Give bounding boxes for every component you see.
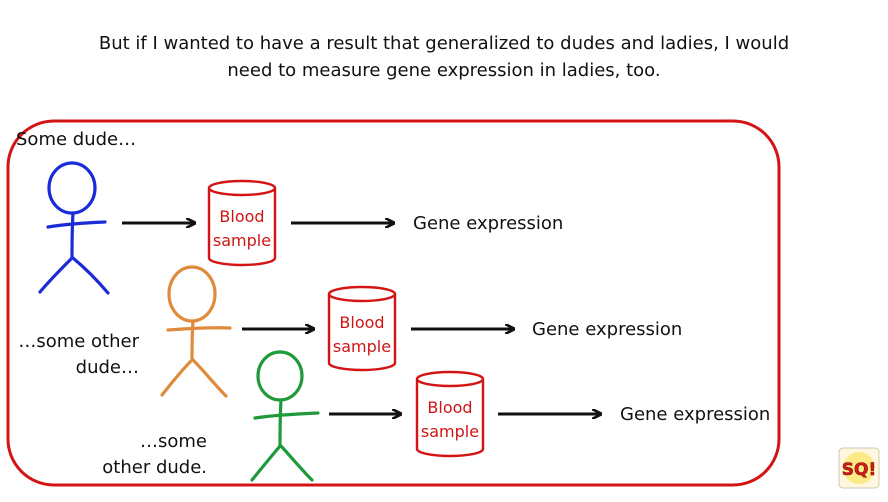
heading-line-2: need to measure gene expression in ladie… [227, 60, 661, 81]
label-some-other-dude-line2: dude… [75, 357, 139, 378]
blood-sample-cylinder-icon [327, 285, 397, 372]
label-some-other-dude: …some other dude… [14, 329, 139, 381]
statquest-logo-icon: SQ! [838, 447, 880, 489]
logo-text: SQ! [842, 460, 876, 480]
group-frame [6, 119, 781, 487]
sample-label-line2: sample [213, 231, 271, 250]
blood-sample-cylinder-icon [415, 370, 485, 458]
sample-label-line2: sample [421, 422, 479, 441]
gene-expression-label-3: Gene expression [620, 404, 770, 425]
stick-figure-blue-icon [38, 161, 110, 295]
sample-label-line1: Blood [219, 207, 264, 226]
blood-sample-cylinder-icon [207, 179, 277, 267]
label-other-dude: …some other dude. [96, 429, 207, 481]
label-some-other-dude-line1: …some other [18, 331, 139, 352]
label-other-dude-line1: …some [140, 431, 207, 452]
slide-heading: But if I wanted to have a result that ge… [60, 30, 828, 84]
label-some-dude: Some dude… [16, 129, 137, 150]
sample-label-line1: Blood [339, 313, 384, 332]
gene-expression-label-1: Gene expression [413, 213, 563, 234]
sample-label-line2: sample [333, 337, 391, 356]
heading-line-1: But if I wanted to have a result that ge… [98, 33, 790, 54]
stick-figure-green-icon [250, 350, 320, 482]
label-other-dude-line2: other dude. [102, 457, 207, 478]
stick-figure-orange-icon [160, 265, 232, 398]
sample-label-line1: Blood [427, 398, 472, 417]
gene-expression-label-2: Gene expression [532, 319, 682, 340]
